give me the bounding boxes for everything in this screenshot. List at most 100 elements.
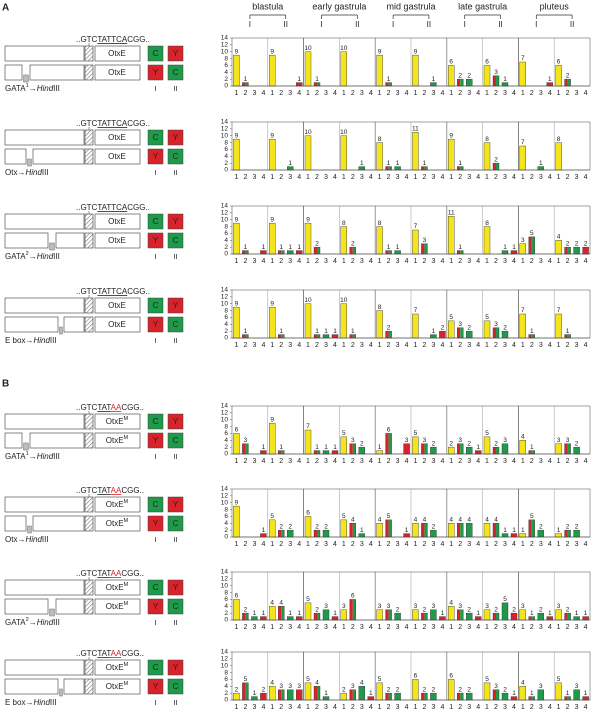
promoter-box <box>4 297 85 314</box>
value-label: 4 <box>449 600 453 607</box>
bar <box>233 138 240 171</box>
reporter-label: Y <box>153 236 159 245</box>
promoter-box <box>4 45 85 62</box>
mutation-label-part: → <box>29 252 37 261</box>
y-tick-label: 14 <box>221 203 229 210</box>
x-tick-label: 2 <box>422 541 426 548</box>
x-tick-label: 4 <box>261 342 265 349</box>
x-tick-label: 1 <box>413 704 417 711</box>
box-label-part: OtxE <box>108 236 126 245</box>
x-tick-label: 2 <box>458 704 462 711</box>
x-tick-label: 2 <box>458 458 462 465</box>
x-tick-label: 1 <box>234 458 238 465</box>
x-tick-label: 1 <box>234 90 238 97</box>
value-label: 5 <box>378 676 382 683</box>
value-label: 9 <box>414 48 418 55</box>
x-tick-label: 1 <box>449 541 453 548</box>
bar <box>537 689 544 701</box>
x-tick-label: 3 <box>467 90 471 97</box>
stage-label: early gastrula <box>312 1 366 11</box>
reporter-label: C <box>173 602 179 611</box>
x-tick-label: 3 <box>467 458 471 465</box>
x-tick-label: 1 <box>342 458 346 465</box>
x-tick-label: 1 <box>306 458 310 465</box>
x-tick-label: 1 <box>485 624 489 631</box>
x-tick-label: 3 <box>360 541 364 548</box>
value-label: 1 <box>244 328 248 335</box>
bar <box>519 686 526 701</box>
bar <box>457 79 461 86</box>
value-label: 1 <box>262 610 266 617</box>
value-label: 2 <box>566 240 570 247</box>
x-tick-label: 4 <box>584 90 588 97</box>
x-tick-label: 1 <box>557 258 561 265</box>
bar <box>483 142 491 171</box>
x-tick-label: 3 <box>396 704 400 711</box>
x-tick-label: 1 <box>378 458 382 465</box>
embryo-label: I <box>249 20 251 29</box>
bar <box>245 613 249 620</box>
bar <box>573 446 580 455</box>
mutation-label-part: 1 <box>26 83 29 89</box>
x-tick-label: 1 <box>413 342 417 349</box>
y-tick-label: 4 <box>224 69 228 76</box>
otxe-box <box>94 213 141 230</box>
value-label: 8 <box>378 220 382 227</box>
reporter-square <box>167 213 184 230</box>
y-tick-label: 14 <box>221 287 229 294</box>
value-label: 5 <box>485 314 489 321</box>
reporter-label: C <box>153 217 159 226</box>
bar <box>278 334 282 338</box>
x-tick-label: 1 <box>557 541 561 548</box>
promoter-box <box>4 598 49 615</box>
value-label: 2 <box>467 324 471 331</box>
bar <box>573 529 580 538</box>
bar <box>385 433 389 454</box>
x-tick-label: 3 <box>431 458 435 465</box>
value-label: 5 <box>503 596 507 603</box>
value-label: 10 <box>340 45 348 52</box>
bar <box>439 616 446 621</box>
bar <box>510 250 518 255</box>
box-label: OtxE <box>108 152 126 161</box>
bar <box>537 166 544 171</box>
x-tick-label: 1 <box>557 342 561 349</box>
value-label: 4 <box>270 680 274 687</box>
x-tick-label: 2 <box>279 704 283 711</box>
x-tick-label: 2 <box>387 174 391 181</box>
embryo-label: I <box>535 20 537 29</box>
hatched-element <box>84 432 94 449</box>
bar <box>457 693 461 700</box>
value-label: 4 <box>494 517 498 524</box>
x-tick-label: 2 <box>243 342 247 349</box>
value-label: 1 <box>396 244 400 251</box>
x-tick-label: 1 <box>234 541 238 548</box>
value-label: 3 <box>288 683 292 690</box>
reporter-label: Y <box>173 49 179 58</box>
y-tick-label: 6 <box>224 230 228 237</box>
x-tick-label: 2 <box>494 624 498 631</box>
x-tick-label: 4 <box>297 541 301 548</box>
x-tick-label: 4 <box>297 458 301 465</box>
x-tick-label: 4 <box>297 258 301 265</box>
mutation-label-part: III <box>53 452 60 461</box>
mutation-label-part: III <box>53 252 60 261</box>
x-tick-label: 3 <box>396 541 400 548</box>
x-tick-label: 2 <box>566 458 570 465</box>
x-tick-label: 4 <box>548 458 552 465</box>
mutation-label: Otx→HindIII <box>5 535 49 544</box>
value-label: 1 <box>530 690 534 697</box>
value-label: 1 <box>279 444 283 451</box>
x-tick-label: 4 <box>476 174 480 181</box>
x-tick-label: 1 <box>306 174 310 181</box>
x-tick-label: 3 <box>503 258 507 265</box>
x-tick-label: 2 <box>351 90 355 97</box>
y-tick-label: 12 <box>221 656 229 663</box>
value-label: 1 <box>369 690 373 697</box>
promoter-box <box>4 659 85 676</box>
hatched-element <box>84 213 94 230</box>
box-label-part: OtxE <box>108 217 126 226</box>
bar <box>501 692 509 701</box>
reporter-label: Y <box>173 217 179 226</box>
value-label: 1 <box>503 76 507 83</box>
